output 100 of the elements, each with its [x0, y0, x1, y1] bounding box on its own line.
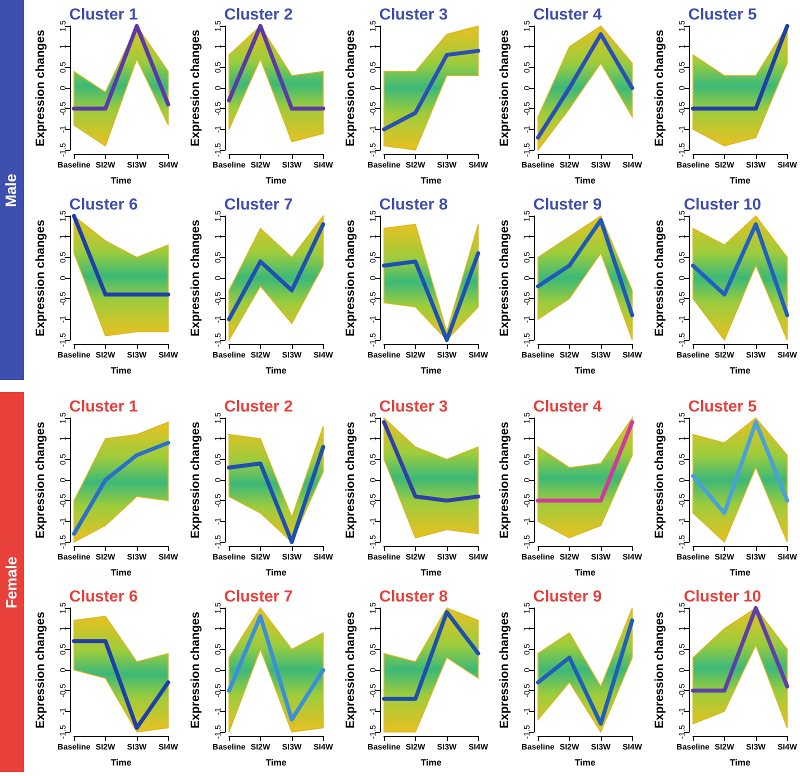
y-axis-title: Expression changes — [33, 219, 47, 336]
x-tick-label: Baseline — [367, 552, 401, 562]
y-tick-label: 0.5 — [368, 643, 378, 655]
chart-title: Cluster 3 — [378, 398, 448, 416]
y-tick-label: -1 — [213, 517, 222, 525]
y-tick-label: 1.5 — [368, 602, 378, 614]
x-axis-title: Time — [110, 176, 132, 186]
y-axis-title: Expression changes — [342, 219, 357, 336]
x-tick-label: Baseline — [676, 350, 710, 360]
y-tick-label: 0.5 — [522, 251, 532, 263]
x-axis-title: Time — [265, 176, 286, 186]
y-tick-label: -1 — [213, 707, 222, 715]
group-tab: Male — [0, 0, 24, 380]
x-tick-label: SI3W — [282, 350, 302, 360]
x-axis-title: Time — [110, 568, 132, 578]
y-axis-title: Expression changes — [497, 611, 512, 728]
x-tick-label: SI4W — [468, 742, 488, 752]
y-tick-label: -1 — [213, 125, 222, 133]
x-tick-label: SI4W — [622, 160, 643, 170]
x-tick-label: SI3W — [746, 160, 766, 170]
x-tick-label: SI4W — [622, 350, 643, 360]
x-tick-label: SI2W — [96, 350, 116, 360]
y-tick-label: -1 — [58, 517, 68, 525]
y-tick-label: -1.5 — [522, 142, 532, 157]
y-axis-title: Expression changes — [652, 421, 666, 538]
y-axis-title: Expression changes — [188, 421, 202, 538]
y-tick-label: 1.5 — [522, 20, 532, 32]
x-axis-title: Time — [110, 758, 132, 768]
y-tick-label: -1 — [368, 517, 378, 525]
y-tick-label: -0.5 — [58, 493, 68, 508]
y-tick-label: 1.5 — [522, 412, 532, 424]
y-axis-title: Expression changes — [33, 29, 47, 146]
y-tick-label: -0.5 — [213, 101, 222, 116]
y-tick-label: 0.5 — [678, 251, 687, 263]
line-series — [382, 48, 480, 132]
chart-title: Cluster 3 — [378, 6, 448, 24]
x-tick-label: SI4W — [313, 350, 334, 360]
x-tick-label: SI4W — [468, 160, 488, 170]
y-axis-title: Expression changes — [188, 219, 202, 336]
y-tick-label: -1.5 — [213, 142, 222, 157]
x-tick-label: SI2W — [250, 552, 270, 562]
y-tick-label: -1.5 — [213, 332, 222, 347]
y-tick-label: -0.5 — [678, 683, 687, 698]
x-tick-label: SI3W — [436, 160, 457, 170]
x-tick-label: SI2W — [714, 742, 735, 752]
chart-title: Cluster 9 — [534, 588, 602, 606]
y-axis-title: Expression changes — [497, 29, 512, 146]
x-tick-label: SI3W — [127, 742, 148, 752]
x-tick-label: Baseline — [367, 160, 401, 170]
x-tick-label: Baseline — [367, 350, 401, 360]
chart-title: Cluster 7 — [224, 588, 293, 606]
y-tick-label: -1.5 — [368, 142, 378, 157]
x-tick-label: SI2W — [560, 160, 580, 170]
x-tick-label: SI4W — [778, 552, 798, 562]
y-tick-label: 0.5 — [213, 251, 222, 263]
y-tick-label: -1.5 — [678, 534, 687, 549]
y-tick-label: -1 — [368, 707, 378, 715]
x-axis-title: Time — [265, 758, 286, 768]
x-axis-title: Time — [265, 568, 286, 578]
chart-title: Cluster 4 — [534, 6, 602, 24]
x-tick-label: SI4W — [778, 742, 798, 752]
y-tick-label: -1 — [368, 125, 378, 133]
y-tick-label: 0.5 — [213, 61, 222, 73]
x-tick-label: Baseline — [58, 160, 92, 170]
y-tick-label: 0.5 — [368, 61, 378, 73]
line-series — [691, 222, 790, 318]
x-tick-label: SI3W — [591, 160, 612, 170]
y-tick-label: 1.5 — [58, 20, 68, 32]
y-axis-title: Expression changes — [188, 29, 202, 146]
chart-title: Cluster 1 — [69, 6, 138, 24]
y-tick-label: -0.5 — [368, 683, 378, 698]
y-tick-label: 1.5 — [522, 210, 532, 222]
x-tick-label: Baseline — [58, 552, 92, 562]
chart-title: Cluster 10 — [684, 196, 762, 214]
y-tick-label: -0.5 — [368, 493, 378, 508]
x-tick-label: SI4W — [778, 160, 798, 170]
y-tick-label: 1.5 — [678, 412, 687, 424]
y-tick-label: -1 — [522, 315, 532, 323]
line-series — [536, 618, 635, 726]
y-tick-label: -1 — [58, 315, 68, 323]
y-tick-label: -0.5 — [522, 493, 532, 508]
y-tick-label: 1.5 — [678, 602, 687, 614]
y-tick-label: -1.5 — [522, 724, 532, 739]
x-tick-label: SI3W — [746, 350, 766, 360]
chart-title: Cluster 4 — [534, 398, 602, 416]
y-tick-label: 0.5 — [213, 453, 222, 465]
y-tick-label: 0.5 — [213, 643, 222, 655]
y-tick-label: -0.5 — [522, 291, 532, 306]
x-tick-label: SI3W — [127, 160, 148, 170]
y-tick-label: 0.5 — [58, 251, 68, 263]
y-tick-label: -1 — [678, 125, 687, 133]
x-tick-label: SI4W — [622, 742, 643, 752]
y-tick-label: 0.5 — [522, 643, 532, 655]
y-tick-label: -1 — [678, 315, 687, 323]
y-axis-title: Expression changes — [33, 611, 47, 728]
y-axis-title: Expression changes — [188, 611, 202, 728]
y-tick-label: 0.5 — [678, 453, 687, 465]
x-tick-label: Baseline — [676, 552, 710, 562]
x-axis-title: Time — [730, 568, 751, 578]
y-tick-label: -1 — [522, 707, 532, 715]
